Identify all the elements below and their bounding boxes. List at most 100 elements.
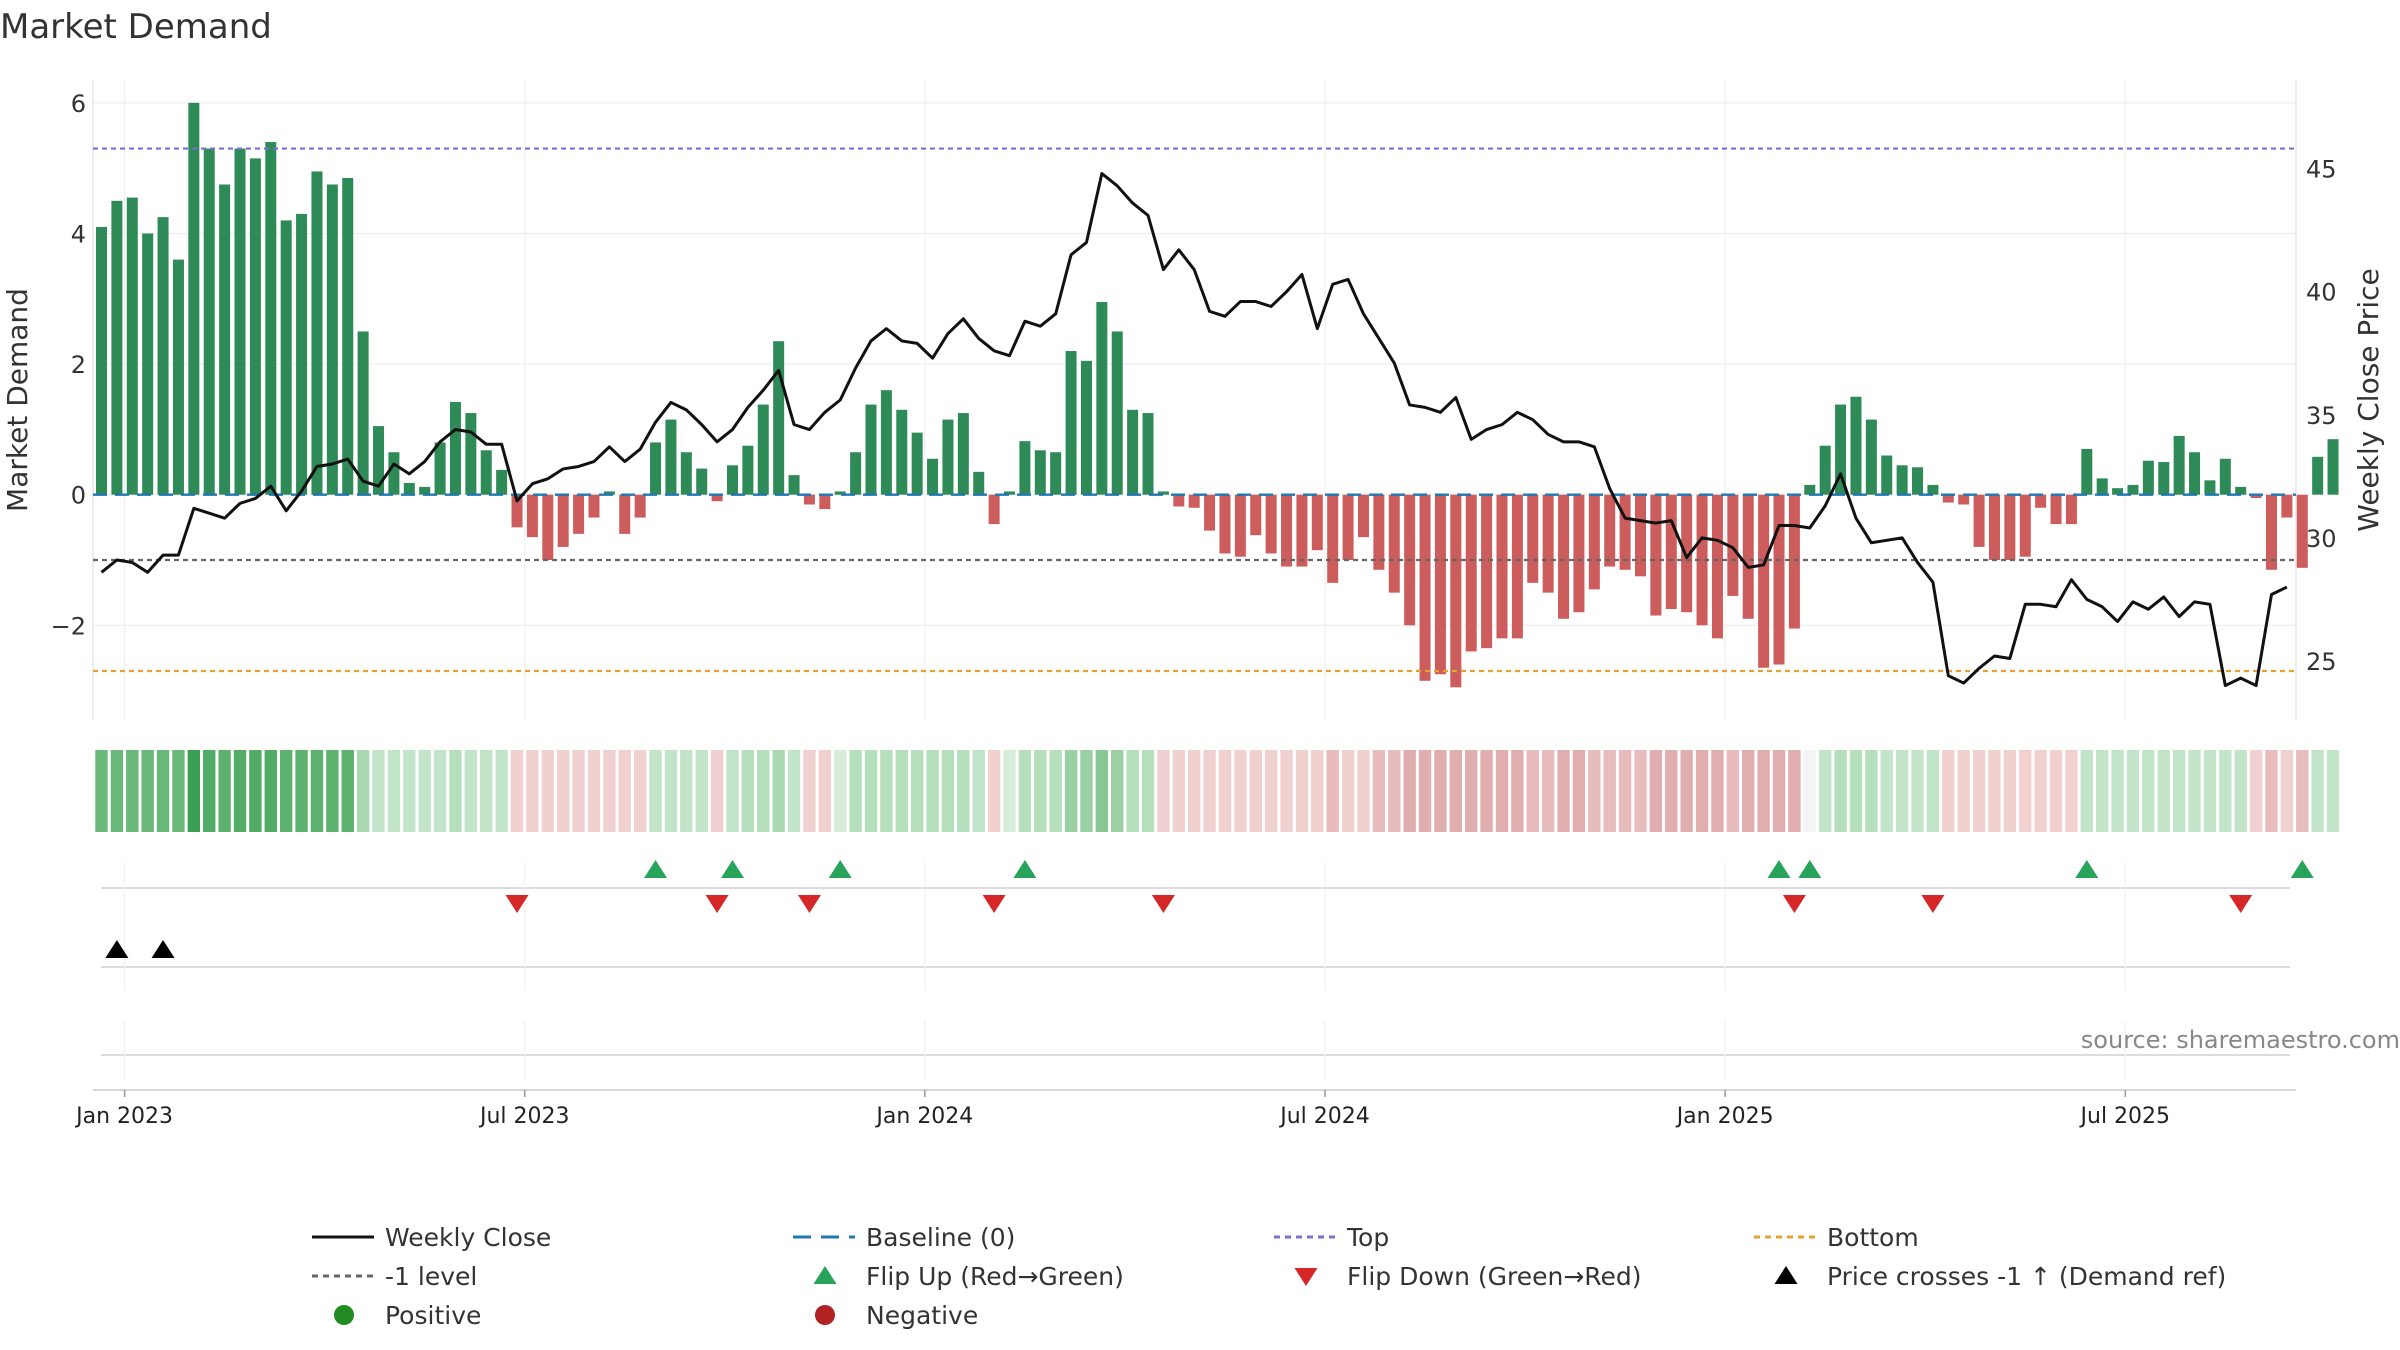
demand-bar	[1896, 465, 1908, 495]
demand-bar	[2235, 486, 2247, 495]
demand-bar	[1865, 419, 1877, 495]
strip-cell	[1003, 750, 1016, 832]
demand-color-strip	[95, 750, 2340, 832]
demand-bar	[573, 494, 585, 534]
flip-down-marker	[1782, 895, 1806, 913]
strip-cell	[1818, 750, 1832, 832]
demand-bar	[465, 413, 477, 495]
strip-cell	[695, 750, 708, 832]
strip-cell	[1603, 750, 1616, 832]
strip-cell	[1665, 750, 1678, 832]
strip-cell	[2172, 750, 2186, 832]
strip-cell	[2034, 750, 2047, 832]
demand-bar	[1034, 450, 1046, 495]
demand-bar	[1619, 494, 1631, 570]
strip-cell	[1157, 750, 1170, 832]
strip-cell	[1649, 750, 1663, 832]
demand-bar	[1265, 494, 1277, 554]
strip-cell	[618, 750, 631, 832]
demand-bar	[1465, 494, 1477, 652]
demand-bar	[696, 468, 708, 495]
y2-tick-label: 25	[2306, 648, 2337, 676]
demand-bar	[434, 442, 446, 495]
demand-bar	[203, 148, 215, 495]
strip-cell	[2080, 750, 2094, 832]
strip-cell	[1234, 750, 1247, 832]
strip-cell	[710, 750, 724, 832]
demand-bar	[2112, 488, 2124, 495]
demand-bar	[373, 426, 385, 495]
strip-cell	[1757, 750, 1770, 832]
demand-bar	[1727, 494, 1739, 596]
strip-cell	[1172, 750, 1185, 832]
flip-up-marker	[1798, 860, 1822, 878]
demand-bar	[2173, 435, 2185, 495]
strip-cell	[233, 750, 247, 832]
demand-bar	[557, 494, 569, 547]
demand-bar	[2265, 494, 2277, 570]
strip-cell	[2234, 750, 2247, 832]
demand-bar	[526, 494, 538, 538]
chart-title: Market Demand	[0, 7, 272, 47]
demand-bar	[588, 494, 600, 518]
strip-cell	[372, 750, 385, 832]
demand-bar	[1558, 494, 1570, 619]
demand-bar	[1204, 494, 1216, 531]
strip-cell	[1295, 750, 1309, 832]
demand-bar	[1342, 494, 1354, 560]
strip-cell	[557, 750, 570, 832]
demand-bar	[742, 445, 754, 495]
demand-bar	[834, 491, 846, 495]
strip-cell	[1111, 750, 1124, 832]
demand-bar	[650, 442, 662, 495]
demand-bar	[603, 491, 615, 495]
demand-bar	[880, 390, 892, 495]
demand-bar	[2004, 494, 2016, 560]
strip-cell	[587, 750, 601, 832]
strip-cell	[649, 750, 662, 832]
demand-bar	[988, 494, 1000, 525]
y-tick-label: 0	[71, 482, 86, 510]
strip-cell	[1726, 750, 1740, 832]
demand-bar	[449, 401, 461, 495]
strip-cell	[972, 750, 985, 832]
demand-bar	[619, 494, 631, 534]
demand-bar	[2127, 484, 2139, 495]
demand-bar	[2204, 480, 2216, 495]
strip-cell	[1988, 750, 2001, 832]
demand-bar	[634, 494, 646, 518]
strip-cell	[633, 750, 647, 832]
demand-bar	[1788, 494, 1800, 629]
strip-cell	[818, 750, 832, 832]
legend-label-minus-one: -1 level	[385, 1262, 477, 1291]
strip-cell	[464, 750, 478, 832]
legend-label-positive: Positive	[385, 1301, 481, 1330]
demand-bar	[1096, 302, 1108, 495]
strip-cell	[1372, 750, 1386, 832]
demand-bar	[973, 471, 985, 495]
strip-cell	[1080, 750, 1093, 832]
legend-symbol-price-cross	[1774, 1266, 1798, 1284]
flip-down-marker	[1921, 895, 1945, 913]
demand-bar	[1942, 494, 1954, 503]
strip-cell	[1280, 750, 1293, 832]
demand-bar	[296, 213, 308, 495]
price-cross-marker	[105, 940, 129, 958]
strip-cell	[403, 750, 416, 832]
demand-bar	[1019, 441, 1031, 495]
legend-label-price-cross: Price crosses -1 ↑ (Demand ref)	[1827, 1262, 2226, 1291]
strip-cell	[1203, 750, 1216, 832]
grid	[92, 80, 2297, 720]
demand-bar	[1373, 494, 1385, 570]
flip-down-marker	[1151, 895, 1175, 913]
reference-lines	[93, 147, 2296, 673]
demand-bar	[726, 465, 738, 495]
flip-down-marker	[2229, 895, 2253, 913]
flip-up-marker	[644, 860, 668, 878]
strip-cell	[849, 750, 862, 832]
demand-bar	[1219, 494, 1231, 554]
demand-bar	[680, 452, 692, 495]
demand-bar	[1188, 494, 1200, 508]
demand-bar	[1311, 494, 1323, 551]
demand-bar	[1742, 494, 1754, 619]
